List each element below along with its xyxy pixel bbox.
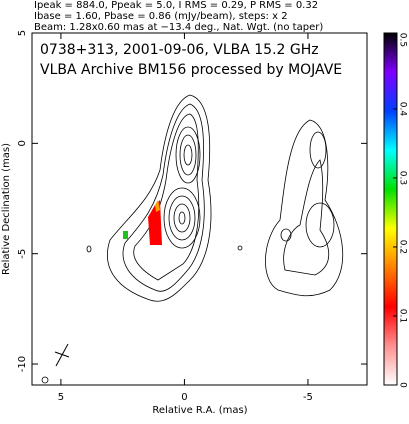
- y-axis-label: Relative Declination (mas): [1, 143, 12, 275]
- emission-color: [148, 200, 162, 245]
- colorbar-tick-label: 0.5: [398, 33, 408, 47]
- x-tick-label: 0: [181, 392, 187, 403]
- colorbar-tick-label: 0.1: [398, 309, 408, 323]
- colorbar-tick-label: 0.2: [398, 240, 408, 254]
- x-tick-label: -5: [303, 392, 313, 403]
- emission-color: [123, 231, 128, 239]
- header-line: Ibase = 1.60, Pbase = 0.86 (mJy/beam), s…: [34, 11, 288, 22]
- emission-color: [155, 200, 160, 212]
- y-tick-label: 5: [17, 30, 28, 36]
- y-tick-label: -5: [17, 249, 28, 259]
- header-line: Ipeak = 884.0, Ppeak = 5.0, I RMS = 0.29…: [34, 0, 318, 11]
- x-axis-label: Relative R.A. (mas): [152, 405, 247, 416]
- ticks: [32, 32, 397, 386]
- colorbar-tick-label: 0: [398, 382, 408, 388]
- beam: [54, 351, 70, 358]
- colorbar-tick-label: 0.4: [398, 102, 408, 117]
- header-line: Beam: 1.28x0.60 mas at −13.4 deg., Nat. …: [34, 22, 323, 33]
- contours: [41, 94, 344, 384]
- colorbar-tick-label: 0.3: [398, 171, 408, 185]
- annotation: 0738+313, 2001-09-06, VLBA 15.2 GHz: [40, 42, 319, 58]
- y-tick-label: -10: [17, 356, 28, 372]
- plot-frame: [31, 32, 368, 386]
- y-tick-label: 0: [17, 140, 28, 146]
- x-tick-label: 5: [58, 392, 64, 403]
- annotation: VLBA Archive BM156 processed by MOJAVE: [40, 62, 342, 78]
- colorbar: [383, 32, 398, 386]
